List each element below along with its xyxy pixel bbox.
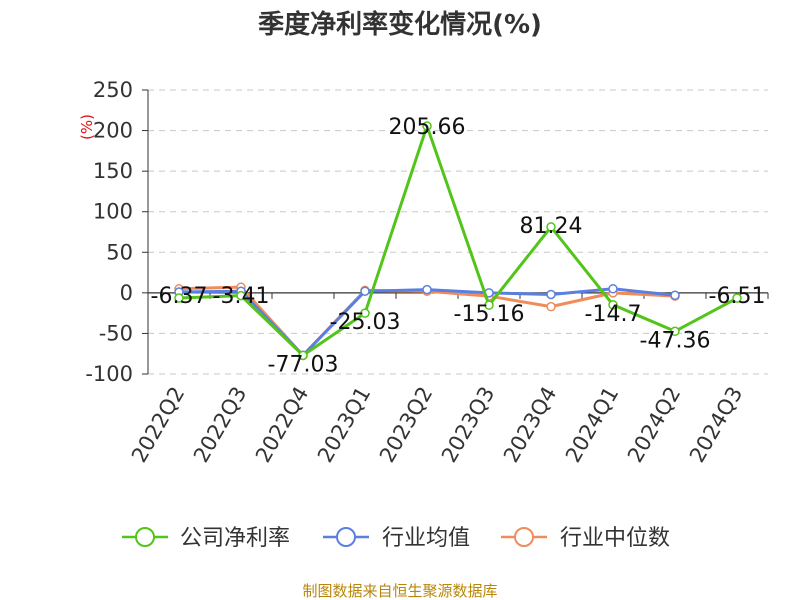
y-tick-label: 0 — [120, 281, 133, 305]
data-label: -25.03 — [330, 310, 401, 335]
data-label: -3.41 — [213, 284, 270, 309]
series-line — [178, 124, 738, 357]
data-point — [484, 300, 494, 310]
data-point — [670, 290, 680, 301]
data-label: -14.7 — [585, 302, 642, 327]
data-point — [360, 308, 370, 318]
source-note: 制图数据来自恒生聚源数据库 — [302, 582, 497, 600]
y-tick-label: 150 — [93, 159, 133, 183]
data-point — [546, 301, 556, 312]
x-tick-label: 2022Q2 — [127, 383, 189, 467]
series-1 — [174, 284, 680, 361]
x-tick-label: 2023Q2 — [375, 383, 437, 467]
data-point — [174, 293, 184, 303]
legend-item-0[interactable]: 公司净利率 — [122, 526, 290, 551]
y-tick-label: 50 — [106, 240, 133, 264]
data-point — [732, 293, 742, 303]
data-label: -15.16 — [454, 302, 525, 327]
legend-item-2[interactable]: 行业中位数 — [501, 526, 670, 551]
y-tick-label: 200 — [93, 119, 133, 143]
x-tick-label: 2022Q4 — [251, 383, 313, 467]
legend-item-1[interactable]: 行业均值 — [323, 526, 470, 551]
data-label: -6.37 — [151, 284, 208, 309]
x-tick-label: 2024Q1 — [561, 383, 623, 467]
x-tick-label: 2023Q3 — [437, 383, 499, 467]
data-point — [608, 300, 618, 310]
data-point — [422, 284, 432, 295]
y-tick-label: -100 — [85, 362, 133, 386]
data-point — [546, 222, 556, 232]
legend-label: 行业均值 — [382, 526, 470, 551]
series-layer — [174, 121, 742, 361]
legend-label: 公司净利率 — [180, 526, 290, 551]
legend-marker — [135, 527, 155, 547]
chart-title: 季度净利率变化情况(%) — [258, 9, 542, 40]
data-label: -47.36 — [640, 328, 711, 353]
x-tick-label: 2023Q4 — [499, 383, 561, 467]
data-point — [608, 284, 618, 294]
x-tick-label: 2022Q3 — [189, 383, 251, 467]
x-tick-label: 2023Q1 — [313, 383, 375, 467]
data-label: 81.24 — [520, 214, 583, 239]
y-tick-label: 100 — [93, 200, 133, 224]
y-axis-label: (%) — [78, 114, 96, 140]
data-labels: -6.37 -3.41 -77.03 -25.03 205.66 -15.16 81.24 -… — [151, 115, 766, 377]
data-point — [360, 286, 370, 296]
y-tick-label: 250 — [93, 78, 133, 102]
data-point — [236, 290, 246, 301]
data-point — [670, 326, 680, 337]
data-label: -77.03 — [268, 352, 339, 377]
legend[interactable]: 公司净利率 行业均值 行业中位数 — [122, 526, 670, 551]
legend-label: 行业中位数 — [560, 526, 670, 551]
legend-marker — [514, 527, 534, 547]
series-0 — [174, 121, 742, 361]
data-label: -6.51 — [709, 284, 766, 309]
x-tick-label: 2024Q3 — [685, 383, 747, 467]
data-point — [422, 121, 432, 131]
y-tick-label: -50 — [99, 321, 133, 345]
data-point — [298, 350, 308, 361]
x-tick-label: 2024Q2 — [623, 383, 685, 467]
data-label: 205.66 — [389, 115, 466, 140]
data-point — [546, 289, 556, 300]
legend-marker — [336, 527, 356, 547]
